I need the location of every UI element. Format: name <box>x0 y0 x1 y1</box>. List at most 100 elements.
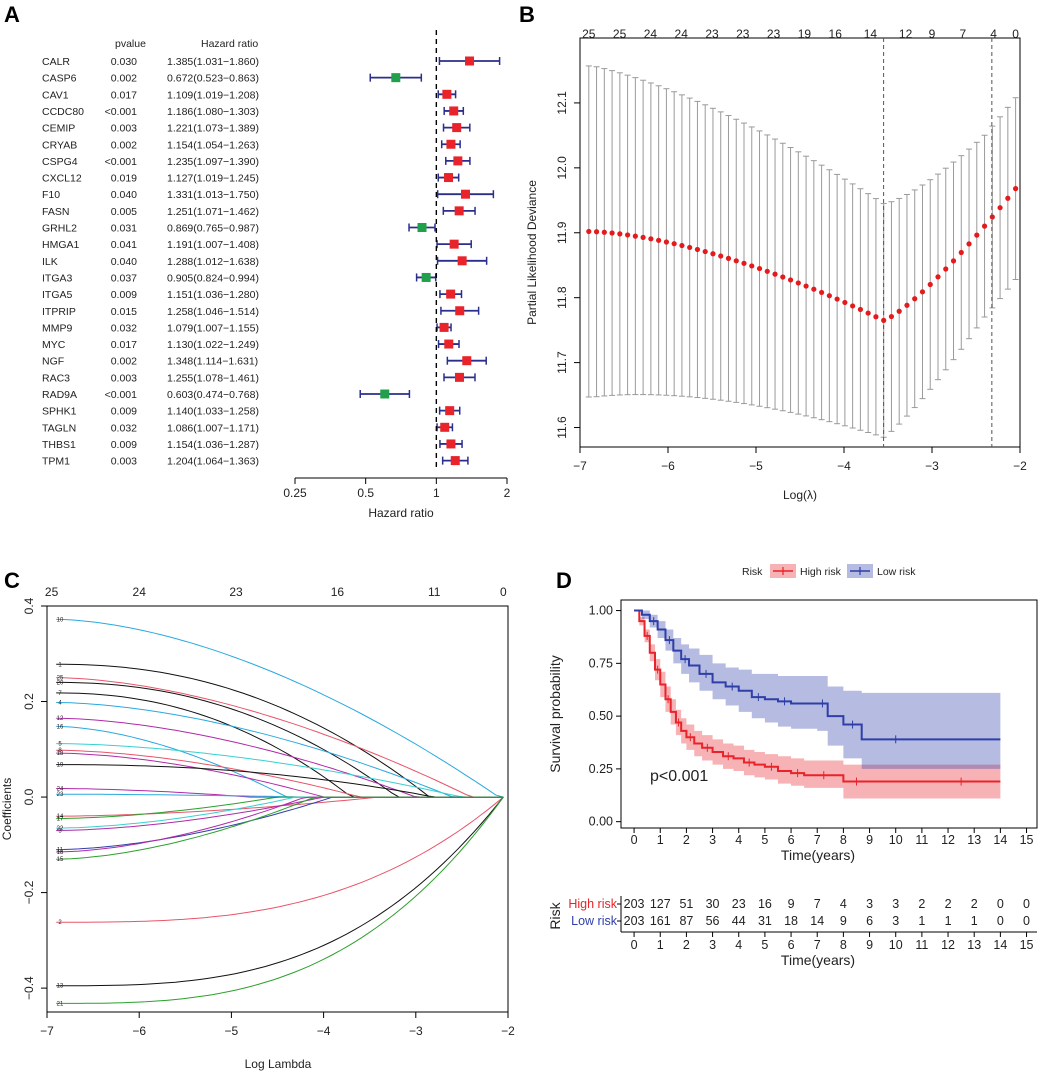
deviance-point <box>640 234 646 241</box>
hr-cell: 1.127(1.019−1.245) <box>167 173 259 185</box>
hr-point <box>444 339 454 349</box>
hr-cell: 1.079(1.007−1.155) <box>167 322 259 334</box>
x-tick-label: 7 <box>814 938 821 952</box>
risk-count: 2 <box>971 897 978 911</box>
gene-label: RAC3 <box>42 372 70 384</box>
hr-cell: 1.255(1.078−1.461) <box>167 372 259 384</box>
risk-row-label: Low risk <box>571 914 618 928</box>
pvalue-cell: 0.003 <box>111 372 137 384</box>
pvalue-header: pvalue <box>115 38 146 50</box>
coef-path-label: 3 <box>58 828 62 834</box>
panel-label-b: B <box>519 2 535 27</box>
x-tick-label: −2 <box>501 1024 515 1038</box>
x-axis-title: Log Lambda <box>245 1057 312 1071</box>
gene-label: TAGLN <box>42 422 76 434</box>
pvalue-cell: 0.002 <box>111 139 137 151</box>
hr-point <box>465 56 475 66</box>
gene-label: MYC <box>42 339 66 351</box>
x-tick-label: −6 <box>132 1024 146 1038</box>
x-tick-label: 6 <box>788 833 795 847</box>
coef-path-label: 18 <box>57 850 64 856</box>
coef-path-label: 2 <box>58 920 62 926</box>
deviance-point <box>927 281 933 288</box>
x-tick-label: 2 <box>683 938 690 952</box>
x-tick-label: 10 <box>889 833 903 847</box>
top-axis-label: 0 <box>1012 27 1019 41</box>
hr-cell: 1.130(1.022−1.249) <box>167 339 259 351</box>
gene-label: CRYAB <box>42 139 77 151</box>
risk-count: 0 <box>1023 914 1030 928</box>
deviance-point <box>586 228 592 235</box>
risk-count: 127 <box>650 897 671 911</box>
coef-path-label: 12 <box>57 716 64 722</box>
risk-count: 51 <box>679 897 693 911</box>
risk-count: 1 <box>945 914 952 928</box>
legend-label: High risk <box>800 566 842 578</box>
y-tick-label: 0.2 <box>22 693 36 710</box>
top-axis-label: 23 <box>736 27 750 41</box>
x-tick-label: 1 <box>657 833 664 847</box>
coef-path <box>56 681 504 798</box>
hr-cell: 1.258(1.046−1.514) <box>167 306 259 318</box>
hr-cell: 1.288(1.012−1.638) <box>167 256 259 268</box>
deviance-point <box>896 308 902 314</box>
pvalue-cell: 0.009 <box>111 439 137 451</box>
risk-count: 6 <box>866 914 873 928</box>
risk-count: 203 <box>624 914 645 928</box>
coef-path-label: 25 <box>57 676 64 682</box>
deviance-point <box>958 249 964 256</box>
gene-label: CXCL12 <box>42 173 82 185</box>
risk-count: 23 <box>732 897 746 911</box>
hr-cell: 0.905(0.824−0.994) <box>167 272 259 284</box>
deviance-point <box>834 296 840 302</box>
top-axis-label: 25 <box>613 27 627 41</box>
risk-count: 2 <box>945 897 952 911</box>
x-tick-label: −4 <box>837 459 851 473</box>
deviance-point <box>850 303 856 309</box>
top-axis-label: 7 <box>959 27 966 41</box>
coef-path <box>56 618 504 798</box>
deviance-point <box>710 251 716 257</box>
x-tick-label: −7 <box>573 459 587 473</box>
panel-label-a: A <box>4 2 20 27</box>
coef-path-label: 22 <box>57 826 64 832</box>
pvalue-cell: <0.001 <box>105 389 138 401</box>
deviance-point <box>679 242 685 249</box>
x-tick-label: −5 <box>749 459 763 473</box>
hr-point <box>454 206 464 216</box>
x-tick-label: 0.25 <box>283 486 307 500</box>
deviance-point <box>997 205 1003 211</box>
legend-title: Risk <box>742 566 763 578</box>
deviance-point <box>981 223 988 229</box>
deviance-point <box>819 289 825 296</box>
deviance-point <box>943 266 949 272</box>
risk-count: 0 <box>997 914 1004 928</box>
hr-point <box>453 156 463 166</box>
pvalue-cell: 0.032 <box>111 422 137 434</box>
coef-path-label: 24 <box>57 786 64 792</box>
deviance-point <box>873 314 879 320</box>
gene-label: CALR <box>42 56 70 68</box>
coef-path <box>56 764 504 798</box>
ci-band <box>634 610 1001 799</box>
hr-cell: 1.204(1.064−1.363) <box>167 456 259 468</box>
deviance-point <box>702 248 708 255</box>
risk-count: 14 <box>810 914 824 928</box>
deviance-point <box>904 302 910 308</box>
hr-point <box>446 139 456 149</box>
hr-point <box>460 189 470 199</box>
gene-label: CEMIP <box>42 123 75 135</box>
y-tick-label: 0.4 <box>22 597 36 614</box>
x-tick-label: 0.5 <box>357 486 374 500</box>
coef-path-label: 4 <box>58 700 62 706</box>
y-axis-title: Partial Likelihood Deviance <box>525 180 539 325</box>
hr-cell: 1.086(1.007−1.171) <box>167 422 259 434</box>
y-tick-label: 0.75 <box>589 656 613 670</box>
x-tick-label: 10 <box>889 938 903 952</box>
hr-cell: 1.154(1.036−1.287) <box>167 439 259 451</box>
hr-point <box>450 456 460 466</box>
pvalue-cell: <0.001 <box>105 106 138 118</box>
risk-count: 1 <box>971 914 978 928</box>
hr-cell: 1.186(1.080−1.303) <box>167 106 259 118</box>
